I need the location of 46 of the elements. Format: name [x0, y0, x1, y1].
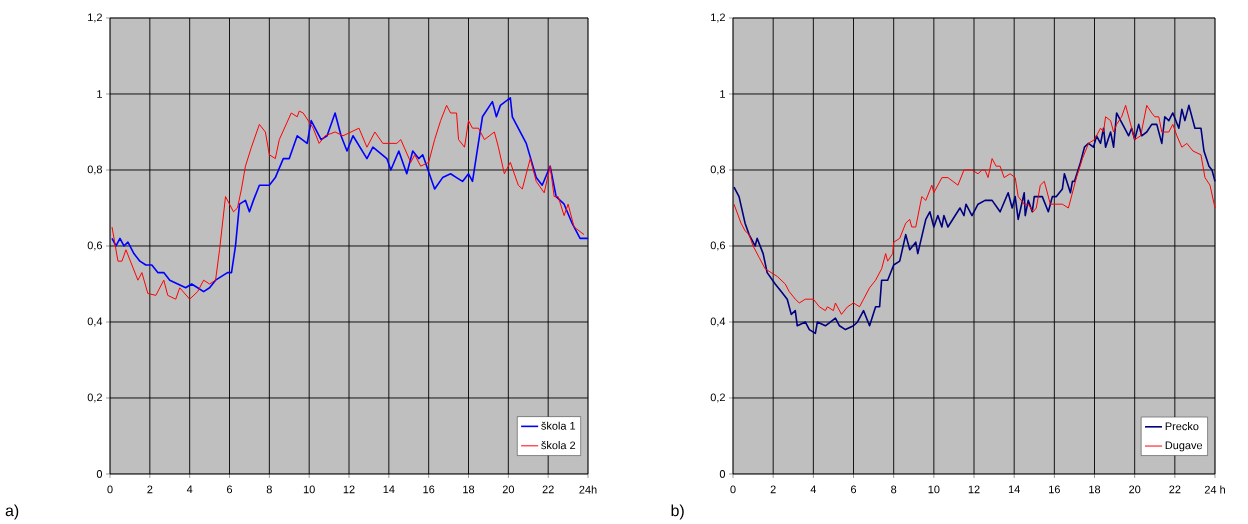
legend-label: Precko — [1165, 422, 1199, 431]
y-tick-label: 0,2 — [710, 393, 725, 403]
y-tick-label: 0,4 — [710, 317, 726, 327]
x-tick-label: 8 — [891, 485, 897, 494]
y-tick-label: 0,6 — [710, 241, 726, 251]
y-tick-label: 1 — [97, 90, 102, 98]
y-tick-label: 0 — [719, 470, 726, 478]
y-tick-label: 1,2 — [711, 13, 725, 23]
x-tick-label: 16 — [423, 485, 435, 494]
y-tick-label: 1 — [720, 90, 725, 98]
x-tick-label: 0 — [107, 485, 113, 494]
y-tick-label: 0,8 — [710, 165, 726, 175]
y-tick-label: 1,2 — [88, 13, 102, 23]
x-tick-label: 24 h — [1204, 485, 1225, 494]
x-tick-label: 10 — [303, 485, 315, 494]
x-tick-label: 22 — [1169, 485, 1181, 494]
x-tick-label: 24h — [579, 485, 597, 494]
x-tick-label: 12 — [968, 485, 980, 494]
x-tick-label: 20 — [502, 485, 514, 494]
y-tick-label: 0,4 — [87, 317, 103, 327]
x-tick-label: 18 — [1089, 485, 1101, 494]
y-tick-label: 0,6 — [87, 241, 102, 251]
x-tick-label: 14 — [383, 485, 395, 494]
text: b) — [671, 504, 684, 520]
y-tick-label: 0 — [96, 470, 103, 478]
x-tick-label: 4 — [186, 485, 193, 494]
x-tick-label: 12 — [343, 485, 355, 494]
y-tick-label: 0,2 — [87, 393, 102, 403]
x-tick-label: 6 — [851, 485, 857, 494]
x-tick-label: 8 — [266, 485, 272, 494]
x-tick-label: 6 — [227, 485, 233, 494]
x-tick-label: 0 — [730, 485, 736, 494]
legend-label: Dugave — [1165, 441, 1203, 452]
x-tick-label: 18 — [463, 485, 475, 494]
text: a) — [5, 504, 19, 520]
legend-label: škola 1 — [541, 421, 576, 430]
x-tick-label: 4 — [810, 485, 817, 494]
x-tick-label: 10 — [928, 485, 940, 494]
x-tick-label: 2 — [770, 485, 776, 494]
y-tick-label: 0,8 — [87, 165, 102, 175]
x-tick-label: 22 — [542, 485, 554, 494]
x-tick-label: 16 — [1049, 485, 1060, 494]
x-tick-label: 20 — [1129, 485, 1141, 494]
x-tick-label: 2 — [147, 485, 153, 494]
legend-label: škola 2 — [541, 441, 576, 450]
x-tick-label: 14 — [1008, 485, 1020, 494]
